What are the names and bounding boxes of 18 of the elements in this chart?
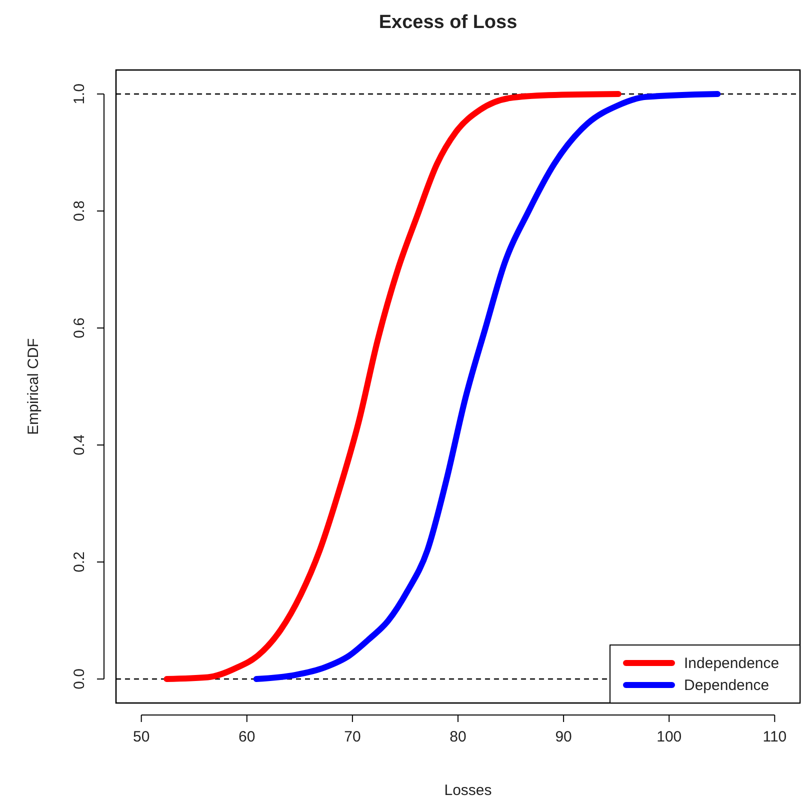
x-tick-label: 50 (132, 728, 150, 746)
x-tick-label: 90 (555, 728, 572, 746)
legend-label: Dependence (684, 677, 770, 694)
x-tick-label: 80 (450, 728, 466, 746)
y-tick-label: 0.4 (71, 434, 88, 456)
x-tick-label: 70 (344, 728, 361, 746)
y-tick-label: 0.6 (71, 318, 88, 338)
chart-title: Excess of Loss (378, 12, 518, 33)
y-tick-label: 0.8 (71, 200, 88, 222)
x-tick-label: 60 (238, 728, 256, 746)
x-axis-title: Losses (444, 782, 492, 798)
y-tick-label: 1.0 (71, 84, 88, 104)
legend-label: Independence (684, 655, 780, 672)
x-tick-label: 100 (656, 728, 682, 746)
y-tick-label: 0.2 (71, 552, 88, 572)
y-tick-label: 0.0 (71, 668, 88, 690)
y-axis-title: Empirical CDF (25, 338, 42, 435)
x-tick-label: 110 (762, 728, 787, 746)
